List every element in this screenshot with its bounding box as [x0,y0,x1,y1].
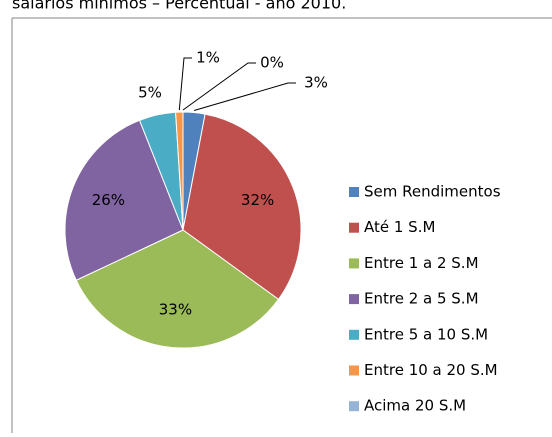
data-label: 1% [196,49,220,67]
data-label: 0% [260,54,284,72]
pie-slice [75,229,280,349]
legend-swatch [349,187,359,197]
legend-swatch [349,294,359,305]
legend-swatch [349,329,359,340]
data-label: 26% [92,191,125,209]
legend-swatch [349,365,359,376]
data-label: 32% [241,191,274,209]
leader-line [178,57,192,111]
legend-label: Acima 20 S.M [364,397,466,415]
data-label: 5% [138,84,162,102]
leader-line [193,82,296,112]
legend-swatch [349,222,359,233]
legend-label: Sem Rendimentos [364,183,501,201]
pie-slice [64,119,184,281]
legend-label: Entre 5 a 10 S.M [364,325,488,343]
chart-title: salários mínimos – Percentual - ano 2010… [12,0,346,13]
legend-label: Até 1 S.M [364,218,435,236]
data-label: 3% [304,74,328,92]
pie-slice [182,113,302,301]
legend-label: Entre 10 a 20 S.M [364,361,498,379]
legend-swatch [349,258,359,269]
leader-line [182,62,256,111]
chart-border [11,17,552,433]
legend-label: Entre 1 a 2 S.M [364,254,479,272]
legend-swatch [349,401,359,412]
data-label: 33% [159,300,192,318]
legend-label: Entre 2 a 5 S.M [364,290,479,308]
